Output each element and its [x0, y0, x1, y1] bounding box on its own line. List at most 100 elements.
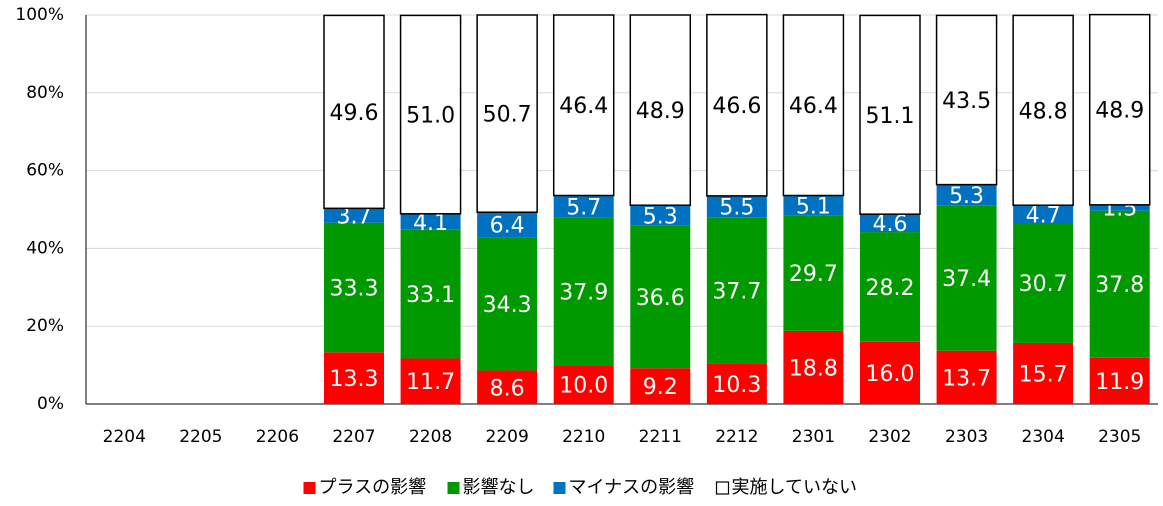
legend-swatch — [447, 482, 460, 494]
data-label: 5.3 — [643, 205, 678, 230]
bar-segment — [936, 205, 997, 351]
data-label: 49.6 — [330, 101, 379, 126]
bar-segment — [324, 222, 384, 353]
bar-segment — [860, 214, 920, 233]
data-label: 9.2 — [643, 375, 678, 400]
bar-segment — [782, 14, 845, 197]
data-label: 34.3 — [483, 293, 532, 318]
legend-swatch — [303, 482, 316, 494]
data-label: 16.0 — [866, 362, 915, 387]
x-tick-label: 2211 — [639, 427, 682, 447]
y-tick-label: 40% — [26, 238, 64, 258]
bar-segment — [553, 217, 614, 366]
bar-segment — [1089, 357, 1150, 404]
data-label: 29.7 — [789, 262, 838, 287]
bar-segment — [400, 213, 461, 230]
data-label: 8.6 — [490, 376, 525, 401]
bar-segment — [1089, 210, 1150, 358]
legend-swatch — [553, 482, 566, 494]
bar-segment — [476, 14, 538, 213]
data-label: 51.0 — [406, 104, 455, 129]
data-label: 13.3 — [330, 367, 379, 392]
bar-segment — [400, 229, 461, 359]
bar-segment — [1013, 342, 1074, 404]
bar-segment — [1088, 13, 1151, 206]
data-label: 5.7 — [566, 196, 601, 221]
bar-segment — [860, 341, 920, 404]
data-label: 10.3 — [712, 373, 761, 398]
x-tick-label: 2206 — [256, 427, 299, 447]
bar-segment — [783, 330, 844, 404]
bar-segment — [936, 184, 997, 206]
bar-segment — [706, 217, 767, 364]
x-tick-label: 2209 — [486, 427, 529, 447]
data-label: 43.5 — [942, 89, 991, 114]
bar-segment — [706, 363, 767, 404]
data-label: 28.2 — [866, 276, 915, 301]
bar-segment — [860, 232, 920, 342]
y-tick-label: 80% — [26, 83, 64, 103]
x-tick-label: 2304 — [1022, 427, 1065, 447]
bar-segment — [477, 237, 538, 371]
bar-segment — [1012, 14, 1074, 206]
data-label: 33.3 — [330, 276, 379, 301]
legend-swatch — [715, 481, 730, 495]
data-label: 36.6 — [636, 286, 685, 311]
x-tick-label: 2305 — [1098, 427, 1141, 447]
data-label: 15.7 — [1019, 362, 1068, 387]
bar-segment — [783, 215, 844, 331]
x-tick-label: 2210 — [562, 427, 605, 447]
bar-segment — [783, 195, 844, 216]
data-label: 13.7 — [942, 366, 991, 391]
data-label: 46.4 — [789, 94, 838, 119]
data-label: 37.4 — [942, 267, 991, 292]
data-label: 37.9 — [559, 280, 608, 305]
data-label: 5.1 — [796, 194, 831, 219]
data-label: 6.4 — [490, 214, 525, 239]
bar-segment — [1013, 205, 1074, 224]
bar-segment — [630, 225, 691, 369]
bar-segment — [935, 14, 998, 186]
data-label: 5.5 — [719, 196, 754, 221]
bar-segment — [706, 195, 767, 218]
legend-label: 影響なし — [463, 477, 535, 498]
x-tick-label: 2301 — [792, 427, 835, 447]
data-label: 33.1 — [406, 283, 455, 308]
x-tick-label: 2207 — [332, 427, 375, 447]
legend-label: マイナスの影響 — [569, 477, 695, 498]
bar-segment — [629, 14, 692, 206]
x-tick-label: 2204 — [103, 427, 146, 447]
bar-segment — [859, 14, 921, 215]
bar-segment — [399, 14, 462, 215]
data-label: 37.7 — [712, 280, 761, 305]
data-label: 4.6 — [873, 212, 908, 237]
y-tick-label: 20% — [26, 316, 64, 336]
data-label: 46.6 — [712, 94, 761, 119]
bar-segment — [1013, 223, 1074, 343]
data-label: 48.9 — [636, 99, 685, 124]
bar-segment — [630, 205, 691, 226]
x-tick-label: 2212 — [715, 427, 758, 447]
y-tick-label: 100% — [15, 5, 64, 25]
data-label: 18.8 — [789, 356, 838, 381]
bar-segment — [1089, 204, 1150, 211]
data-label: 10.0 — [559, 374, 608, 399]
bar-segment — [324, 208, 384, 223]
bar-segment — [936, 350, 997, 404]
bar-segment — [630, 368, 691, 404]
data-label: 11.9 — [1095, 370, 1144, 395]
x-tick-label: 2302 — [868, 427, 911, 447]
bar-segment — [552, 14, 615, 197]
x-tick-label: 2208 — [409, 427, 452, 447]
data-label: 5.3 — [949, 184, 984, 209]
bar-segment — [477, 370, 538, 404]
legend-label: プラスの影響 — [319, 477, 427, 498]
data-label: 51.1 — [866, 104, 915, 129]
bar-segment — [553, 195, 614, 218]
data-label: 37.8 — [1095, 273, 1144, 298]
x-tick-label: 2303 — [945, 427, 988, 447]
bar-segment — [323, 14, 385, 210]
bar-segment — [553, 365, 614, 404]
data-label: 11.7 — [406, 370, 455, 395]
